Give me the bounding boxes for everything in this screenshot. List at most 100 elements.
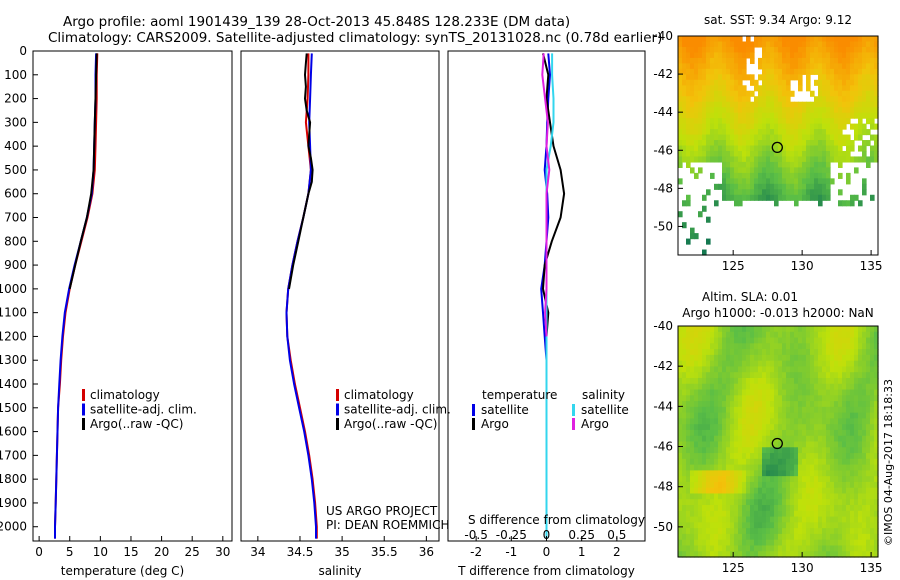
x-tick-label: 20 [154,545,169,559]
secondary-x-tick-label: -0.5 [464,528,487,542]
map-y-tick-label: -42 [653,67,673,81]
series-line-4 [541,53,551,337]
legend-header: salinity [582,388,625,402]
legend-swatch [472,418,475,430]
legend-swatch [336,389,339,401]
sla-map-title-line2: Argo h1000: -0.013 h2000: NaN [682,306,874,320]
series-line-3 [288,53,314,290]
map-y-tick-label: -50 [653,219,673,233]
credit-timestamp: ©IMOS 04-Aug-2017 18:18:33 [882,379,895,546]
x-tick-label: -2 [470,545,482,559]
x-axis-label: T difference from climatology [457,564,635,578]
secondary-x-tick-label: 0.25 [568,528,595,542]
legend-label: satellite-adj. clim. [344,403,451,417]
figure-title-line1: Argo profile: aoml 1901439_139 28-Oct-20… [63,14,571,30]
map-frame [677,325,879,558]
map-x-tick-label: 130 [791,561,814,575]
legend-label: climatology [90,388,160,402]
map-y-tick-label: -46 [653,143,673,157]
y-tick-label: 1000 [0,282,27,296]
map-x-tick-label: 135 [860,561,883,575]
x-tick-label: 34 [250,545,265,559]
axes-frame [240,50,440,542]
legend-label: satellite [481,403,529,417]
sst-map-title: sat. SST: 9.34 Argo: 9.12 [704,13,852,27]
x-tick-label: 35.5 [371,545,398,559]
map-x-tick-label: 130 [791,259,814,273]
x-tick-label: 36 [419,545,434,559]
argo-location-marker [771,141,783,154]
y-tick-label: 1200 [0,329,27,343]
map-y-tick-label: -40 [653,319,673,333]
profile-panel-1: 0 5 10 15 20 25 30 temperature (deg C) 0 100 200 30… [0,44,233,578]
sst-map: 125 130 135 -40 -42 -44 -46 -48 -50 [653,29,882,273]
legend-swatch [572,404,575,416]
legend-label: Argo [481,417,509,431]
legend-label: Argo [581,417,609,431]
y-tick-label: 400 [4,139,27,153]
legend-label: climatology [344,388,414,402]
map-frame [677,35,879,256]
y-tick-label: 1700 [0,448,27,462]
map-y-tick-label: -50 [653,520,673,534]
axes-frame [32,50,233,542]
y-tick-label: 1800 [0,472,27,486]
sla-map-title-line1: Altim. SLA: 0.01 [702,290,798,304]
map-pixels [678,36,879,256]
y-tick-label: 100 [4,68,27,82]
y-tick-label: 1900 [0,496,27,510]
legend-label: Argo(..raw -QC) [344,417,437,431]
y-tick-label: 200 [4,92,27,106]
map-y-tick-label: -42 [653,359,673,373]
x-tick-label: 34.5 [287,545,314,559]
figure-title-line2: Climatology: CARS2009. Satellite-adjuste… [48,30,663,46]
y-tick-label: 600 [4,187,27,201]
secondary-x-tick-label: -0.25 [496,528,527,542]
x-tick-label: 0 [543,545,551,559]
x-tick-label: 15 [123,545,138,559]
y-tick-label: 1100 [0,306,27,320]
map-y-tick-label: -40 [653,29,673,43]
x-tick-label: 30 [215,545,230,559]
legend-label: Argo(..raw -QC) [90,417,183,431]
map-y-tick-label: -48 [653,480,673,494]
map-pixels [678,326,879,558]
maps: 125 130 135 -40 -42 -44 -46 -48 -50 125 130 135 -40 -… [653,13,895,575]
map-y-tick-label: -48 [653,181,673,195]
y-tick-label: 800 [4,234,27,248]
map-y-tick-label: -44 [653,105,673,119]
project-annotation: US ARGO PROJECT [326,504,438,518]
secondary-x-tick-label: 0 [543,528,551,542]
y-tick-label: 900 [4,258,27,272]
legend-swatch [82,418,85,430]
x-axis-label: temperature (deg C) [61,564,184,578]
x-tick-label: 35 [334,545,349,559]
x-tick-label: 25 [185,545,200,559]
sla-map: 125 130 135 -40 -42 -44 -46 -48 -50 [653,319,882,575]
y-tick-label: 2000 [0,520,27,534]
legend-label: satellite-adj. clim. [90,403,197,417]
x-tick-label: 0 [35,545,43,559]
x-tick-label: 10 [93,545,108,559]
project-annotation: PI: DEAN ROEMMICH [326,518,449,532]
map-y-tick-label: -46 [653,440,673,454]
x-axis-label: salinity [318,564,361,578]
profile-panel-2: 34 34.5 35 35.5 36 salinity climatologysatelli… [240,50,451,578]
y-tick-label: 1300 [0,353,27,367]
y-tick-label: 300 [4,115,27,129]
y-tick-label: 700 [4,211,27,225]
y-tick-label: 1600 [0,425,27,439]
x-tick-label: 2 [613,545,621,559]
secondary-x-tick-label: 0.5 [607,528,626,542]
map-x-tick-label: 125 [722,561,745,575]
map-y-tick-label: -44 [653,399,673,413]
legend-swatch [336,418,339,430]
legend-swatch [336,403,339,416]
legend-swatch [572,418,575,430]
y-tick-label: 500 [4,163,27,177]
secondary-x-axis-label: S difference from climatology [468,513,645,527]
legend-swatch [82,403,85,416]
series-line-2 [54,53,98,539]
